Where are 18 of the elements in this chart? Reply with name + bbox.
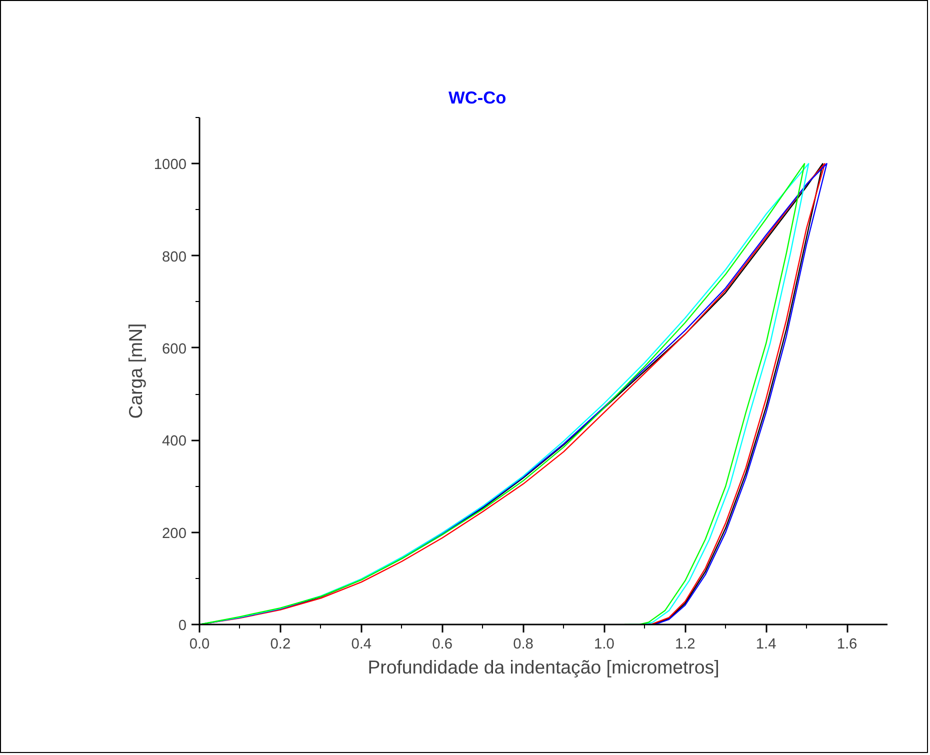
- y-tick-label: 0: [178, 618, 187, 634]
- y-tick-label: 600: [162, 341, 187, 358]
- x-tick-label: 0.0: [189, 636, 210, 652]
- x-axis-title: Profundidade da indentação [micrometros]: [368, 656, 720, 678]
- y-axis-title: Carga [mN]: [124, 323, 146, 419]
- x-tick-label: 1.0: [594, 636, 614, 652]
- x-tick-label: 1.6: [836, 636, 858, 652]
- y-tick-label: 800: [162, 249, 187, 266]
- chart-title: WC-Co: [448, 88, 506, 108]
- x-tick-label: 0.2: [270, 636, 291, 652]
- y-tick-label: 1000: [154, 157, 187, 174]
- x-tick-label: 1.4: [756, 636, 776, 652]
- x-tick-label: 0.8: [513, 636, 534, 652]
- x-tick-label: 1.2: [674, 636, 696, 652]
- x-tick-label: 0.6: [432, 636, 453, 652]
- y-tick-label: 400: [162, 434, 187, 450]
- y-tick-label: 200: [162, 526, 187, 542]
- x-tick-label: 0.4: [351, 636, 372, 652]
